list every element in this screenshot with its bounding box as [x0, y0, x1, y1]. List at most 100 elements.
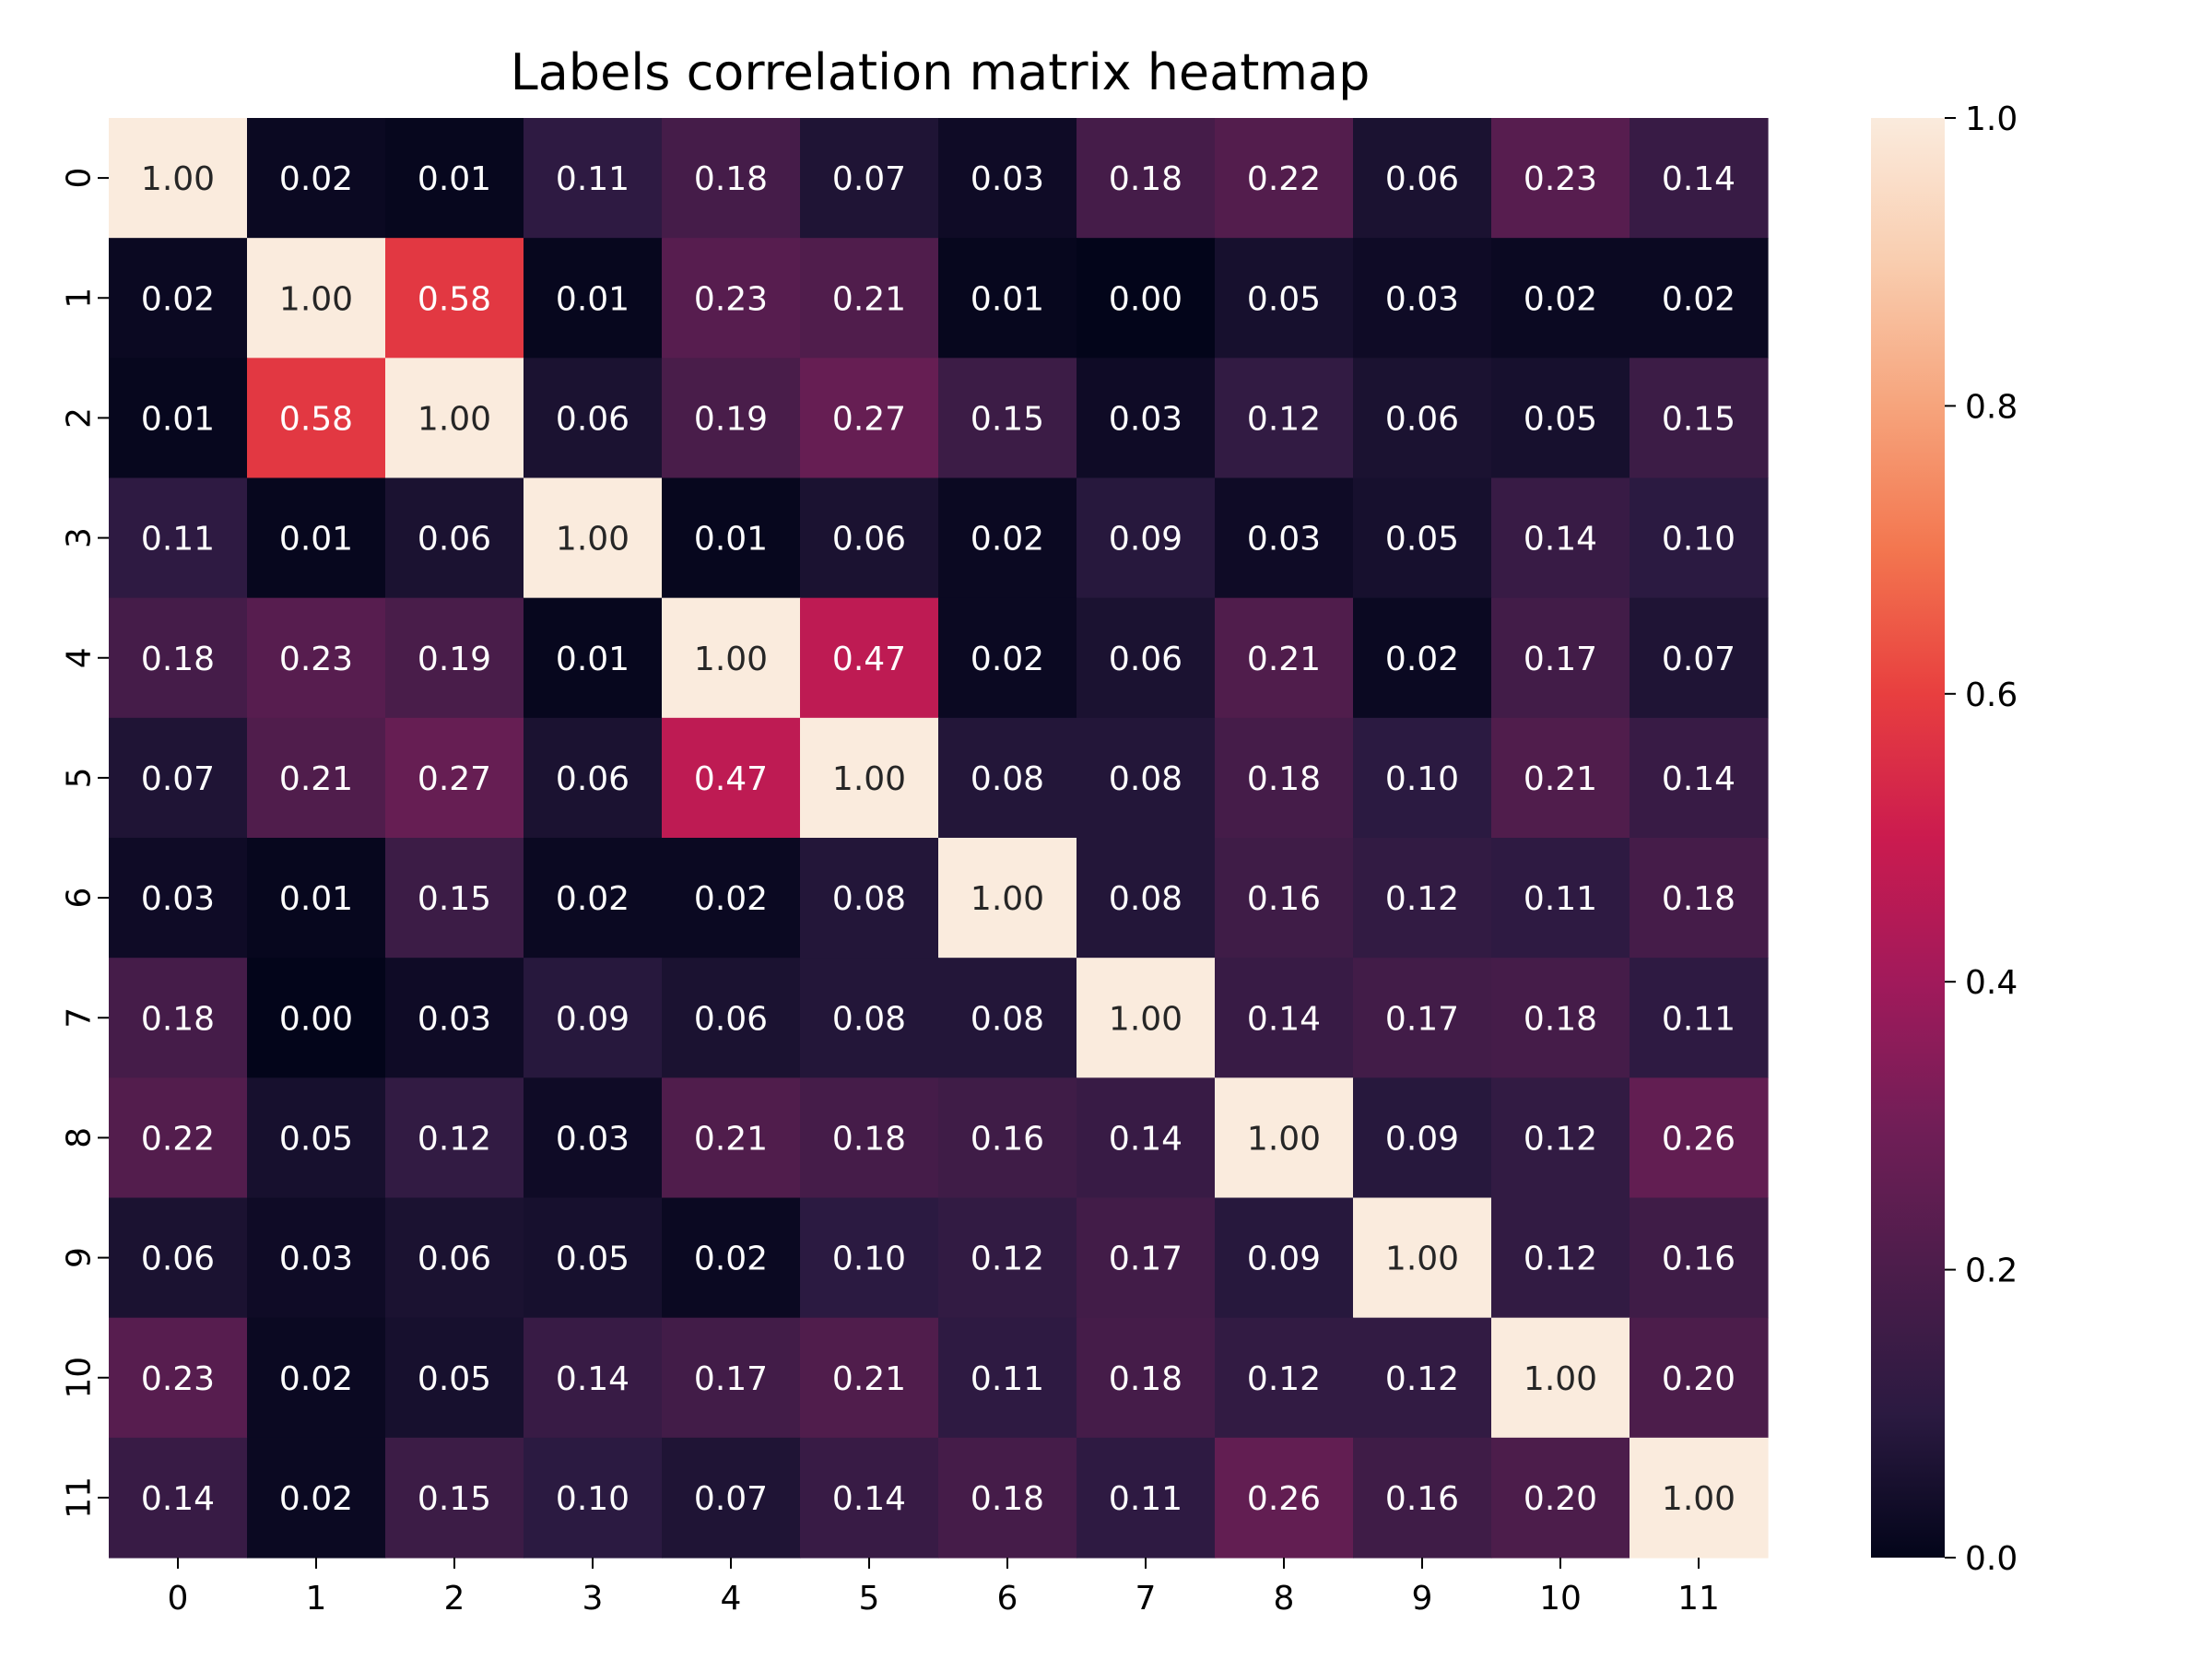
cell-value-label: 0.14 [1662, 760, 1735, 798]
cell-value-label: 0.05 [279, 1120, 353, 1158]
heatmap-cell [524, 118, 663, 239]
cell-value-label: 0.12 [1385, 880, 1459, 918]
cell-value-label: 1.00 [1109, 1000, 1182, 1038]
cell-value-label: 0.18 [694, 160, 768, 198]
cell-value-label: 0.06 [141, 1241, 215, 1278]
cell-value-label: 0.01 [971, 280, 1044, 318]
heatmap-cell [109, 118, 248, 239]
heatmap-cell [1630, 358, 1769, 479]
heatmap-cell [524, 477, 663, 599]
cell-value-label: 0.12 [1385, 1360, 1459, 1398]
cell-value-label: 0.06 [556, 400, 629, 438]
heatmap-cell [1353, 1317, 1492, 1439]
heatmap-cell [109, 958, 248, 1078]
cell-value-label: 0.10 [832, 1241, 906, 1278]
heatmap-cell [1215, 958, 1354, 1078]
cell-value-label: 0.27 [418, 760, 491, 798]
heatmap-cell [1491, 597, 1630, 719]
heatmap-cell [662, 597, 801, 719]
heatmap-cell [1353, 1437, 1492, 1559]
y-tick-label: 11 [61, 1477, 99, 1519]
heatmap-cell [662, 1077, 801, 1199]
cell-value-label: 0.16 [971, 1120, 1044, 1158]
cell-value-label: 0.12 [1247, 400, 1321, 438]
heatmap-cell [1630, 1197, 1769, 1319]
heatmap-cell [385, 118, 524, 239]
heatmap-cell [109, 477, 248, 599]
cell-value-label: 0.02 [1385, 641, 1459, 678]
heatmap-cell [938, 1437, 1077, 1559]
heatmap-cell [1630, 1317, 1769, 1439]
heatmap-cell [1491, 1317, 1630, 1439]
cell-value-label: 0.47 [694, 760, 768, 798]
heatmap-cell [247, 477, 386, 599]
heatmap-cell [247, 358, 386, 479]
cell-value-label: 0.18 [1109, 1360, 1182, 1398]
heatmap-cell [385, 1077, 524, 1199]
heatmap-cell [1353, 1077, 1492, 1199]
heatmap-cell [938, 1077, 1077, 1199]
heatmap-cell [1630, 958, 1769, 1078]
heatmap-cell [1630, 838, 1769, 959]
cell-value-label: 0.22 [141, 1120, 215, 1158]
cell-value-label: 0.07 [141, 760, 215, 798]
cell-value-label: 0.12 [1247, 1360, 1321, 1398]
heatmap-cell [938, 958, 1077, 1078]
cell-value-label: 1.00 [556, 521, 629, 559]
x-axis: 0 1 2 3 4 5 6 7 8 9 10 11 [168, 1558, 1720, 1618]
heatmap-cell [109, 838, 248, 959]
heatmap-cell [938, 118, 1077, 239]
cell-value-label: 0.16 [1662, 1241, 1735, 1278]
heatmap-cell [385, 958, 524, 1078]
heatmap-cell [247, 838, 386, 959]
heatmap-cell [1353, 597, 1492, 719]
y-tick-label: 7 [61, 1007, 99, 1029]
cell-value-label: 0.03 [279, 1241, 353, 1278]
heatmap-cell [1077, 118, 1216, 239]
cell-value-label: 0.08 [971, 760, 1044, 798]
cell-value-label: 0.26 [1247, 1480, 1321, 1518]
cell-value-label: 0.01 [279, 880, 353, 918]
cell-value-label: 0.03 [971, 160, 1044, 198]
heatmap-cell [1491, 477, 1630, 599]
heatmap-cell [1215, 477, 1354, 599]
heatmap-cell [109, 1197, 248, 1319]
heatmap-cell [800, 238, 939, 359]
cell-value-label: 0.08 [1109, 880, 1182, 918]
cell-value-label: 0.17 [694, 1360, 768, 1398]
x-tick-label: 11 [1677, 1580, 1720, 1618]
y-tick-label: 4 [61, 647, 99, 668]
cell-value-label: 0.21 [694, 1120, 768, 1158]
heatmap-cell [938, 1197, 1077, 1319]
heatmap-cell [800, 358, 939, 479]
heatmap-cell [938, 597, 1077, 719]
heatmap-cell [938, 717, 1077, 839]
heatmap-cell [938, 1317, 1077, 1439]
cell-value-label: 0.02 [971, 521, 1044, 559]
heatmap-cell [662, 717, 801, 839]
heatmap-cell [524, 1437, 663, 1559]
cell-value-label: 0.02 [1524, 280, 1597, 318]
cell-value-label: 0.08 [832, 880, 906, 918]
y-tick-label: 2 [61, 407, 99, 429]
cell-value-label: 0.05 [1247, 280, 1321, 318]
heatmap-cell [1215, 358, 1354, 479]
cell-value-label: 0.11 [971, 1360, 1044, 1398]
cell-value-label: 0.20 [1662, 1360, 1735, 1398]
colorbar-tick-label: 0.4 [1965, 964, 2018, 1002]
heatmap-cell [385, 1317, 524, 1439]
heatmap-cell [800, 838, 939, 959]
cell-value-label: 0.02 [141, 280, 215, 318]
cell-value-label: 0.58 [279, 400, 353, 438]
cell-value-label: 0.05 [1524, 400, 1597, 438]
heatmap-cell [1077, 1437, 1216, 1559]
x-tick-label: 8 [1274, 1580, 1295, 1618]
heatmap-cell [1077, 358, 1216, 479]
cell-value-label: 0.18 [1247, 760, 1321, 798]
heatmap-cell [385, 1437, 524, 1559]
colorbar-tick-label: 0.0 [1965, 1540, 2018, 1578]
heatmap-cell [662, 838, 801, 959]
colorbar-tick-label: 0.2 [1965, 1253, 2018, 1290]
heatmap-cell [1077, 1077, 1216, 1199]
cell-value-label: 0.15 [418, 1480, 491, 1518]
